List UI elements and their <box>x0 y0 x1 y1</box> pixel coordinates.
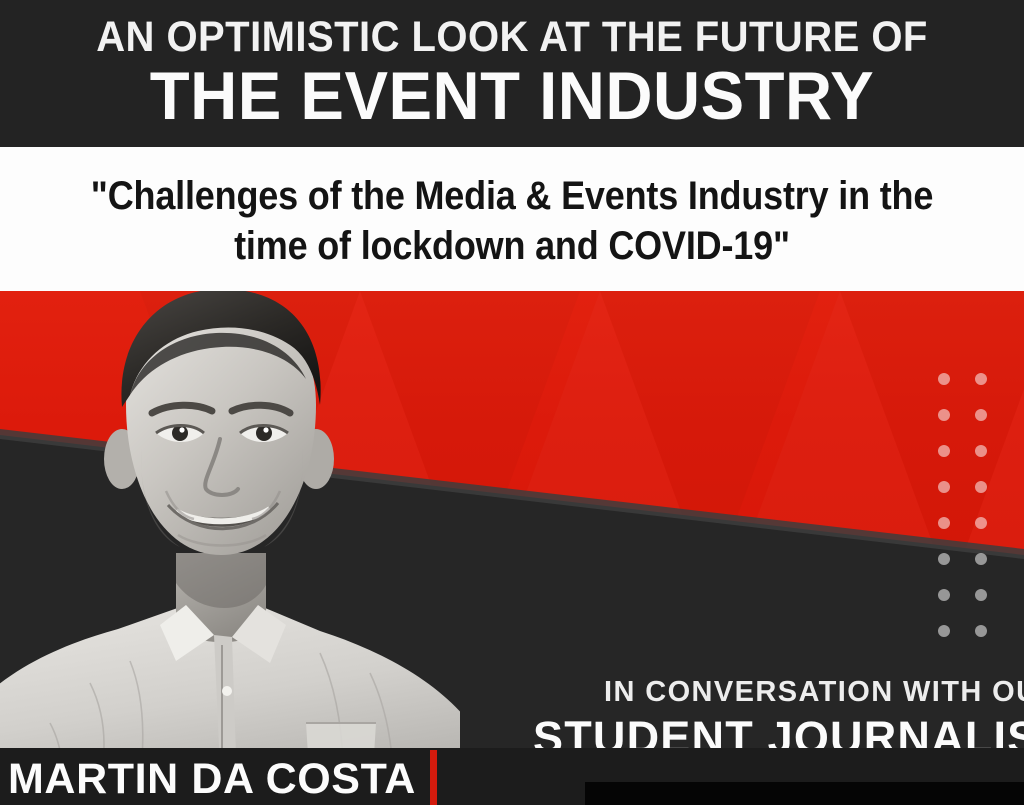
quote-line-2: time of lockdown and COVID-19" <box>234 224 790 268</box>
headline-line-1: AN OPTIMISTIC LOOK AT THE FUTURE OF <box>96 13 928 61</box>
red-accent-rule <box>430 750 437 805</box>
bottom-black-strip <box>585 782 1024 805</box>
grid-dot <box>975 625 987 637</box>
quote-band: "Challenges of the Media & Events Indust… <box>0 147 1024 291</box>
grid-dot <box>938 373 950 385</box>
grid-dot <box>975 373 987 385</box>
conversation-intro-text: IN CONVERSATION WITH OUR <box>604 676 1024 708</box>
headline-band: AN OPTIMISTIC LOOK AT THE FUTURE OF THE … <box>0 0 1024 147</box>
grid-dot <box>938 553 950 565</box>
grid-dot <box>938 445 950 457</box>
quote-line-1: "Challenges of the Media & Events Indust… <box>90 174 934 218</box>
hair <box>121 291 321 407</box>
grid-dot <box>938 625 950 637</box>
grid-dot <box>938 517 950 529</box>
quote-text: "Challenges of the Media & Events Indust… <box>78 171 946 271</box>
grid-dot <box>938 589 950 601</box>
grid-dot <box>975 553 987 565</box>
headline-line-2: THE EVENT INDUSTRY <box>149 58 875 134</box>
grid-dot <box>975 409 987 421</box>
grid-dot <box>938 481 950 493</box>
grid-dot <box>975 445 987 457</box>
speaker-name-text: MARTIN DA COSTA <box>8 755 416 803</box>
grid-dot <box>975 481 987 493</box>
speaker-portrait: 70 <box>0 291 460 805</box>
face <box>126 301 316 555</box>
grid-dot <box>975 517 987 529</box>
dot-grid-decoration <box>938 373 1012 661</box>
grid-dot <box>938 409 950 421</box>
portrait-illustration: 70 <box>0 291 460 805</box>
grid-dot <box>975 589 987 601</box>
